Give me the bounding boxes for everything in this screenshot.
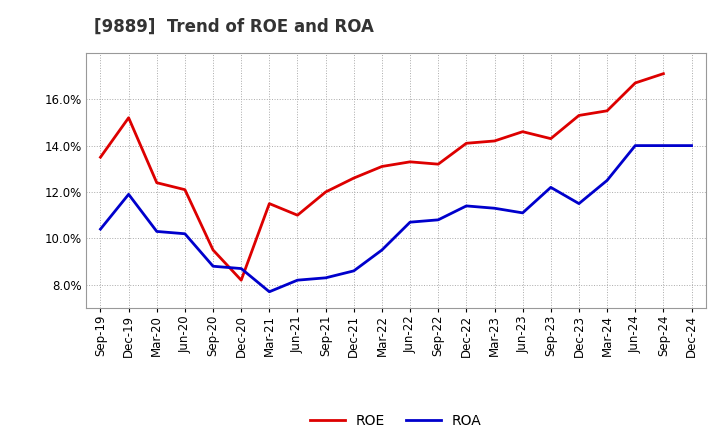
ROA bbox=[631, 143, 639, 148]
ROE bbox=[125, 115, 133, 121]
ROA bbox=[687, 143, 696, 148]
ROA bbox=[153, 229, 161, 234]
ROA bbox=[209, 264, 217, 269]
ROA bbox=[462, 203, 471, 209]
ROA bbox=[434, 217, 443, 223]
ROE bbox=[293, 213, 302, 218]
ROE bbox=[237, 278, 246, 283]
ROA bbox=[377, 247, 386, 253]
ROA bbox=[406, 220, 415, 225]
ROE bbox=[518, 129, 527, 134]
ROA bbox=[321, 275, 330, 280]
ROA bbox=[659, 143, 667, 148]
ROE bbox=[209, 247, 217, 253]
ROA bbox=[237, 266, 246, 271]
ROE bbox=[575, 113, 583, 118]
ROA bbox=[518, 210, 527, 216]
ROA bbox=[125, 192, 133, 197]
ROA bbox=[349, 268, 358, 274]
ROA bbox=[181, 231, 189, 236]
Legend: ROE, ROA: ROE, ROA bbox=[305, 409, 487, 434]
ROA bbox=[293, 278, 302, 283]
ROE bbox=[462, 141, 471, 146]
ROA bbox=[546, 185, 555, 190]
ROE bbox=[321, 189, 330, 194]
ROA bbox=[575, 201, 583, 206]
ROE bbox=[434, 161, 443, 167]
Line: ROA: ROA bbox=[101, 146, 691, 292]
ROE bbox=[546, 136, 555, 141]
ROE bbox=[181, 187, 189, 192]
Text: [9889]  Trend of ROE and ROA: [9889] Trend of ROE and ROA bbox=[94, 18, 374, 36]
ROE bbox=[153, 180, 161, 185]
ROE bbox=[377, 164, 386, 169]
ROE bbox=[406, 159, 415, 165]
ROE bbox=[490, 138, 499, 143]
ROA bbox=[265, 289, 274, 294]
ROE bbox=[265, 201, 274, 206]
ROE bbox=[349, 176, 358, 181]
ROA bbox=[490, 205, 499, 211]
ROE bbox=[631, 81, 639, 86]
ROE bbox=[603, 108, 611, 114]
ROE bbox=[96, 154, 105, 160]
ROE bbox=[659, 71, 667, 76]
ROA bbox=[603, 178, 611, 183]
Line: ROE: ROE bbox=[101, 73, 663, 280]
ROA bbox=[96, 227, 105, 232]
